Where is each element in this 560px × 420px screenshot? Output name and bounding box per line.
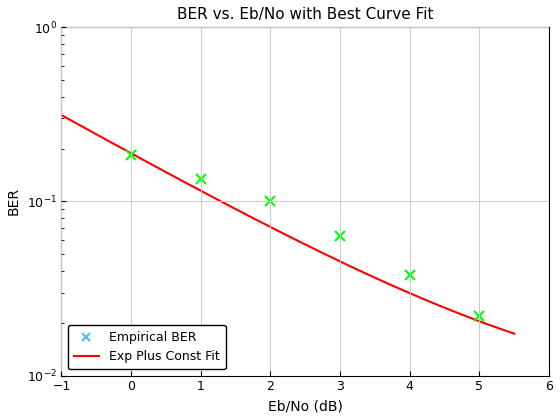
Y-axis label: BER: BER [7,187,21,215]
Legend: Empirical BER, Exp Plus Const Fit: Empirical BER, Exp Plus Const Fit [68,325,226,369]
X-axis label: Eb/No (dB): Eb/No (dB) [268,399,343,413]
Title: BER vs. Eb/No with Best Curve Fit: BER vs. Eb/No with Best Curve Fit [177,7,433,22]
